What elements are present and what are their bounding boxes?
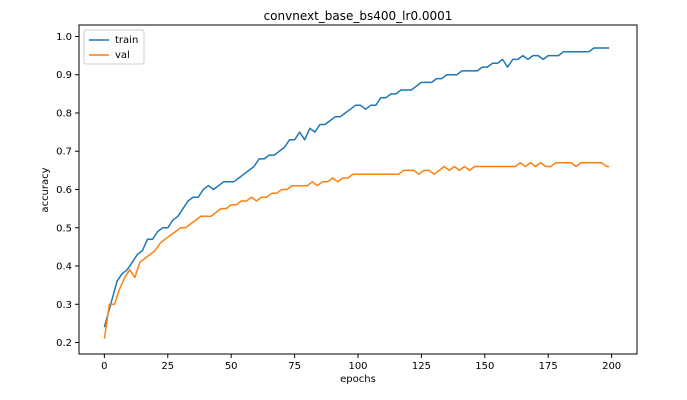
y-tick-label: 1.0 [56,32,72,43]
legend-label-train: train [115,35,138,46]
x-tick-label: 125 [412,361,431,372]
x-axis-ticks: 0 25 50 75 100 125 150 175 200 [101,354,621,372]
y-tick-label: 0.5 [56,223,72,234]
series-lines [103,47,610,339]
plot-area [78,24,638,355]
x-axis-title: epochs [340,374,376,385]
x-tick-label: 0 [101,361,107,372]
y-tick-label: 0.8 [56,108,72,119]
x-tick-label: 175 [539,361,558,372]
y-tick-label: 0.7 [56,147,72,158]
y-tick-label: 0.6 [56,185,72,196]
x-tick-label: 150 [475,361,494,372]
y-axis-ticks: 0.2 0.3 0.4 0.5 0.6 0.7 0.8 0.9 1.0 [56,32,79,349]
series-line-train [103,47,610,328]
legend: train val [83,29,145,65]
x-tick-label: 200 [602,361,621,372]
y-tick-label: 0.9 [56,70,72,81]
y-tick-label: 0.3 [56,300,72,311]
legend-label-val: val [115,50,130,61]
x-tick-label: 50 [225,361,238,372]
chart-title: convnext_base_bs400_lr0.0001 [264,9,453,23]
series-line-val [103,161,610,339]
x-tick-label: 100 [348,361,367,372]
y-tick-label: 0.2 [56,338,72,349]
x-tick-label: 25 [161,361,174,372]
y-tick-label: 0.4 [56,262,72,273]
y-axis-title: accuracy [40,167,51,212]
x-tick-label: 75 [288,361,301,372]
